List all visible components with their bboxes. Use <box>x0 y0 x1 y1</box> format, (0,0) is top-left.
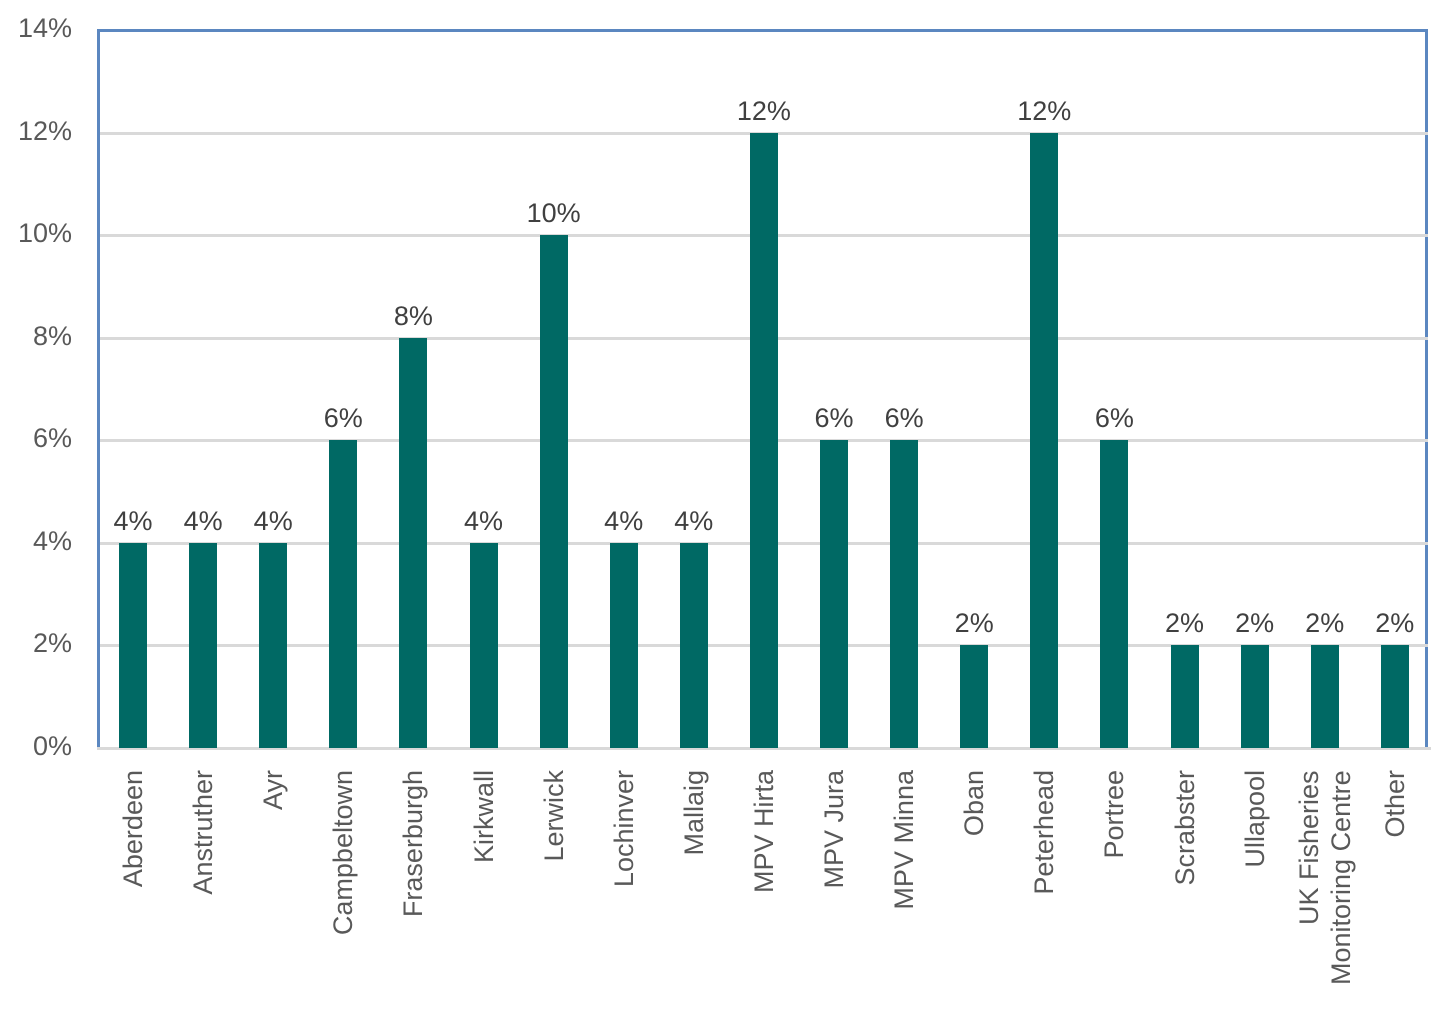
data-label: 2% <box>954 608 994 639</box>
data-label: 6% <box>323 403 363 434</box>
bar <box>259 542 288 748</box>
x-tick-label: Lerwick <box>538 770 569 862</box>
data-label: 4% <box>463 505 504 536</box>
data-label: 4% <box>604 505 644 536</box>
bar <box>1310 645 1339 748</box>
x-tick-label: Kirkwall <box>468 770 499 864</box>
x-tick-label: Anstruther <box>188 770 219 895</box>
x-tick-label: Ayr <box>258 770 289 811</box>
bar <box>1100 440 1129 748</box>
bar <box>1240 645 1269 748</box>
plot-area-frame <box>97 29 1428 747</box>
data-label: 8% <box>393 300 433 331</box>
x-tick-label: Lochinver <box>608 770 639 888</box>
x-tick-label: Peterhead <box>1029 770 1060 895</box>
y-tick-label: 6% <box>32 423 72 454</box>
bar <box>890 440 919 748</box>
bar <box>1170 645 1199 748</box>
data-label: 4% <box>253 505 293 536</box>
y-tick-label: 4% <box>32 525 72 556</box>
bar <box>399 337 428 748</box>
data-label: 4% <box>113 505 153 536</box>
x-tick-label: Fraserburgh <box>398 770 429 918</box>
x-tick-label: Campbeltown <box>328 770 359 936</box>
y-tick-label: 8% <box>32 320 72 351</box>
x-tick-label: MPV Hirta <box>748 770 779 894</box>
x-axis-line <box>97 747 1431 750</box>
data-label: 4% <box>674 505 714 536</box>
x-tick-label: UK Fisheries Monitoring Centre <box>1293 770 1356 985</box>
y-tick-label: 14% <box>17 13 72 43</box>
data-label: 2% <box>1235 608 1275 639</box>
x-tick-label: Other <box>1379 770 1410 838</box>
y-tick-label: 10% <box>17 218 72 249</box>
y-tick-label: 0% <box>32 731 72 761</box>
y-tick-label: 2% <box>32 628 72 659</box>
x-tick-label: Scrabster <box>1169 770 1200 886</box>
bar <box>189 542 218 748</box>
data-label: 12% <box>736 95 791 126</box>
data-label: 2% <box>1375 608 1415 639</box>
x-tick-label: Oban <box>959 770 990 837</box>
x-tick-label: Mallaig <box>678 770 709 856</box>
data-label: 12% <box>1017 95 1072 126</box>
bar <box>960 645 989 748</box>
bar <box>1380 645 1409 748</box>
bar <box>679 542 708 748</box>
x-tick-label: Aberdeen <box>118 770 148 888</box>
x-tick-label: Portree <box>1099 770 1130 859</box>
data-label: 10% <box>526 198 581 229</box>
data-label: 6% <box>884 403 924 434</box>
data-label: 6% <box>1094 403 1134 434</box>
data-label: 6% <box>814 403 854 434</box>
bar <box>329 440 358 748</box>
bar <box>820 440 848 748</box>
bar <box>539 235 568 748</box>
data-label: 2% <box>1305 608 1345 639</box>
bar <box>749 132 778 748</box>
x-tick-label: MPV Jura <box>819 770 849 889</box>
bar <box>119 542 147 748</box>
x-tick-label: Ullapool <box>1239 770 1270 868</box>
data-label: 4% <box>183 505 223 536</box>
data-label: 2% <box>1164 608 1205 639</box>
x-tick-label: MPV Minna <box>889 770 920 910</box>
bar <box>609 542 638 748</box>
y-tick-label: 12% <box>17 115 72 146</box>
bar <box>1030 132 1059 748</box>
bar <box>469 542 498 748</box>
